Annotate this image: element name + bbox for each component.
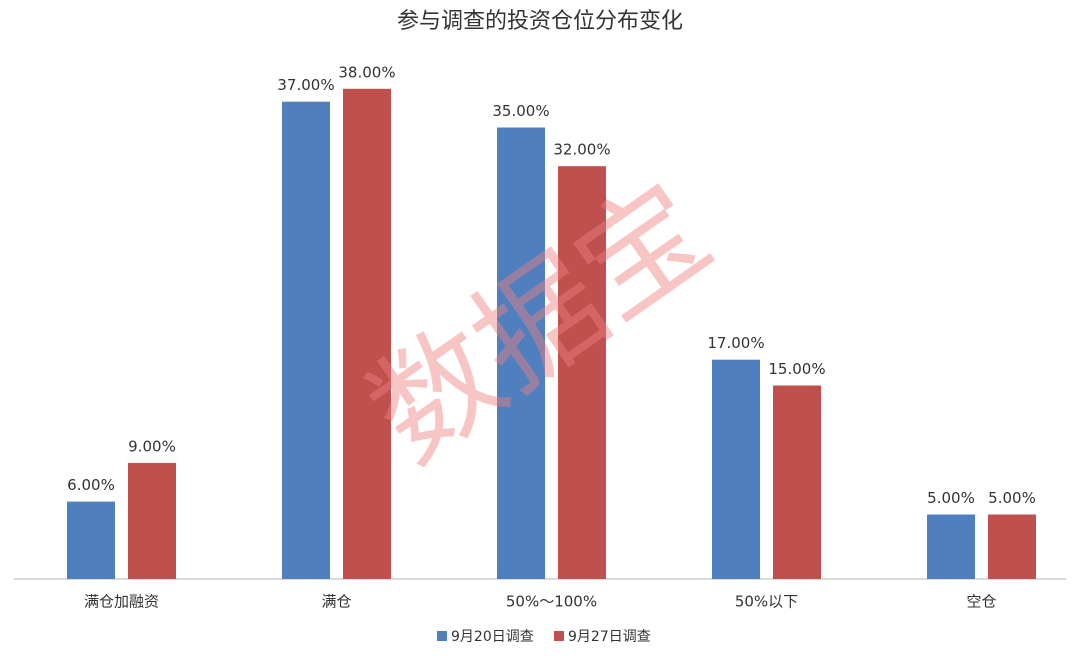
bar xyxy=(773,385,821,579)
x-tick-label: 空仓 xyxy=(966,593,996,611)
value-label: 6.00% xyxy=(67,476,115,494)
bar xyxy=(67,501,115,579)
value-label: 17.00% xyxy=(707,334,764,352)
legend-label: 9月20日调查 xyxy=(451,629,534,645)
bar xyxy=(988,514,1036,579)
bar xyxy=(558,166,606,579)
legend-swatch xyxy=(554,631,564,641)
value-label: 32.00% xyxy=(553,141,610,159)
bar xyxy=(343,88,391,580)
value-label: 38.00% xyxy=(338,63,395,81)
chart-title: 参与调查的投资仓位分布变化 xyxy=(397,9,683,34)
value-label: 9.00% xyxy=(128,437,176,455)
x-tick-label: 满仓 xyxy=(321,593,351,611)
value-label: 37.00% xyxy=(277,76,334,94)
x-tick-label: 满仓加融资 xyxy=(84,593,159,611)
legend-label: 9月27日调查 xyxy=(568,629,651,645)
legend-swatch xyxy=(437,631,447,641)
value-label: 35.00% xyxy=(492,102,549,120)
x-tick-label: 50%～100% xyxy=(506,593,597,611)
bar xyxy=(712,359,760,579)
bar xyxy=(282,101,330,579)
value-label: 5.00% xyxy=(927,489,975,507)
bar xyxy=(497,127,545,579)
bar xyxy=(128,462,176,579)
bar xyxy=(927,514,975,579)
value-label: 15.00% xyxy=(768,360,825,378)
value-label: 5.00% xyxy=(988,489,1036,507)
x-tick-label: 50%以下 xyxy=(735,593,798,611)
